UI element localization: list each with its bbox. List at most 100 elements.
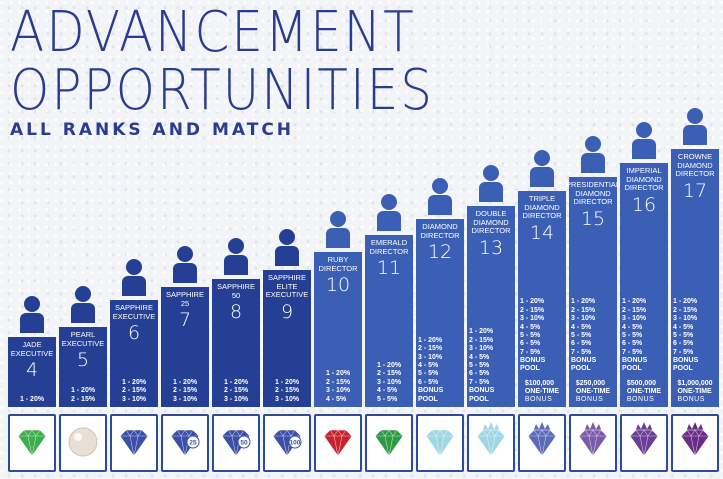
rank-number: 10: [325, 274, 351, 297]
person-head: [177, 246, 193, 262]
bonus-word: BONUS: [677, 395, 705, 403]
presidential-diamond-gem-icon: [570, 418, 616, 469]
match-level: 2 - 15%: [520, 306, 545, 314]
match-level: 6 - 5%: [673, 340, 694, 348]
rank-bar: IMPERIAL DIAMOND DIRECTOR 16 1 - 20% 2 - 15…: [620, 163, 668, 407]
person-head: [432, 178, 448, 194]
rank-number: 11: [376, 257, 402, 280]
sapphire-gem-icon: [111, 418, 157, 469]
rank-column: SAPPHIRE EXECUTIVE 6 1 - 20% 2 - 15% 3 - 10%: [110, 259, 158, 407]
sapphire-25-gem-icon: 25: [162, 418, 208, 469]
rank-column: JADE EXECUTIVE 4 1 - 20%: [8, 296, 56, 407]
person-icon: [479, 165, 503, 202]
bonus-onetime: ONE-TIME: [524, 387, 560, 395]
rank-columns: JADE EXECUTIVE 4 1 - 20% PEARL EXECUTIVE 5 1 …: [8, 90, 719, 407]
bonus-pool: BONUS POOL: [571, 357, 597, 373]
match-level: 6 - 5%: [520, 340, 541, 348]
gem-card: 25: [161, 414, 209, 472]
rank-bar: EMERALD DIRECTOR 11 1 - 20% 2 - 15% 3 - 10% 4…: [365, 235, 413, 407]
match-level: 3 - 10%: [571, 315, 596, 323]
rank-bar: PRESIDENTIAL DIAMOND DIRECTOR 15 1 - 20% 2 …: [566, 177, 620, 407]
match-levels: 1 - 20% 2 - 15% 3 - 10% 4 - 5% 5 - 5% 6 - 5% 7…: [469, 328, 513, 404]
match-level: 2 - 15%: [223, 387, 249, 395]
person-icon: [275, 229, 299, 266]
person-body: [173, 263, 197, 283]
match-level: 1 - 20%: [121, 378, 147, 386]
rank-number: 7: [178, 309, 192, 332]
match-level: 5 - 5%: [622, 331, 643, 339]
rank-column: SAPPHIRE ELITE EXECUTIVE 9 1 - 20% 2 - 15% 3…: [263, 229, 311, 407]
rank-name: SAPPHIRE 25: [166, 290, 204, 308]
gem-card: [518, 414, 566, 472]
gem-card: [467, 414, 515, 472]
svg-text:50: 50: [240, 439, 248, 446]
match-level: 5 - 5%: [520, 331, 541, 339]
match-level: 4 - 5%: [673, 323, 694, 331]
person-icon: [581, 136, 605, 173]
person-icon: [683, 108, 707, 145]
match-levels: 1 - 20%: [20, 396, 44, 404]
rank-bar: SAPPHIRE 50 8 1 - 20% 2 - 15% 3 - 10%: [212, 279, 260, 407]
rank-name: DIAMOND DIRECTOR: [420, 222, 460, 240]
person-body: [581, 153, 605, 173]
rank-column: TRIPLE DIAMOND DIRECTOR 14 1 - 20% 2 - 15% 3…: [518, 150, 566, 407]
rank-column: CROWNE DIAMOND DIRECTOR 17 1 - 20% 2 - 15% 3…: [671, 108, 719, 407]
rank-number: 9: [280, 300, 294, 323]
match-level: 4 - 5%: [325, 395, 347, 403]
rank-bar: RUBY DIRECTOR 10 1 - 20% 2 - 15% 3 - 10% 4 - …: [314, 252, 362, 407]
match-level: 1 - 20%: [325, 370, 351, 378]
one-time-bonus: $500,000 ONE-TIME BONUS: [627, 380, 661, 404]
person-icon: [173, 246, 197, 283]
match-level: 7 - 5%: [571, 348, 592, 356]
rank-bar: PEARL EXECUTIVE 5 1 - 20% 2 - 15%: [59, 327, 107, 407]
sapphire-100-gem-icon: 100: [264, 418, 310, 469]
rank-name: EMERALD DIRECTOR: [369, 238, 409, 256]
rank-number: 8: [229, 301, 243, 324]
match-level: 1 - 20%: [172, 378, 198, 386]
person-body: [683, 125, 707, 145]
match-level: 3 - 10%: [121, 395, 147, 403]
rank-column: SAPPHIRE 50 8 1 - 20% 2 - 15% 3 - 10%: [212, 238, 260, 407]
match-level: 2 - 15%: [274, 387, 300, 395]
match-level: 2 - 15%: [418, 345, 443, 353]
person-icon: [224, 238, 248, 275]
double-diamond-gem-icon: [468, 418, 514, 469]
match-level: 7 - 5%: [622, 348, 643, 356]
match-level: 2 - 15%: [121, 387, 147, 395]
rank-bar: DIAMOND DIRECTOR 12 1 - 20% 2 - 15% 3 - 10% 4…: [416, 219, 464, 407]
rank-column: PEARL EXECUTIVE 5 1 - 20% 2 - 15%: [59, 286, 107, 407]
gem-card: [620, 414, 668, 472]
match-levels: 1 - 20% 2 - 15% 3 - 10%: [275, 379, 299, 404]
person-head: [228, 238, 244, 254]
match-level: 7 - 5%: [520, 348, 541, 356]
match-level: 3 - 10%: [418, 353, 443, 361]
rank-column: PRESIDENTIAL DIAMOND DIRECTOR 15 1 - 20% 2 …: [566, 136, 620, 407]
person-head: [687, 108, 703, 124]
match-level: 5 - 5%: [673, 331, 694, 339]
match-levels: 1 - 20% 2 - 15% 3 - 10% 4 - 5% 5 - 5% 6 - 5% B…: [418, 337, 462, 404]
match-level: 3 - 10%: [223, 395, 249, 403]
rank-column: EMERALD DIRECTOR 11 1 - 20% 2 - 15% 3 - 10% 4…: [365, 194, 413, 407]
person-body: [530, 167, 554, 187]
match-level: 4 - 5%: [376, 387, 398, 395]
title-opportunities: OPPORTUNITIES: [10, 57, 435, 123]
bonus-amount: $250,000: [575, 379, 606, 387]
match-level: 5 - 5%: [469, 362, 490, 370]
person-icon: [428, 178, 452, 215]
match-level: 3 - 10%: [673, 315, 698, 323]
match-level: 5 - 5%: [571, 331, 592, 339]
rank-bar: JADE EXECUTIVE 4 1 - 20%: [8, 337, 56, 407]
bonus-word: BONUS: [575, 395, 604, 403]
match-level: 5 - 5%: [376, 395, 398, 403]
rank-name: TRIPLE DIAMOND DIRECTOR: [522, 194, 562, 221]
rank-name: JADE EXECUTIVE: [10, 340, 54, 358]
match-level: 3 - 10%: [325, 387, 351, 395]
match-level: 4 - 5%: [520, 323, 541, 331]
one-time-bonus: $1,000,000 ONE-TIME BONUS: [677, 380, 712, 404]
match-level: 2 - 15%: [325, 378, 351, 386]
jade-gem-icon: [9, 418, 55, 469]
gem-card: [110, 414, 158, 472]
person-body: [377, 211, 401, 231]
person-head: [585, 136, 601, 152]
person-body: [275, 246, 299, 266]
